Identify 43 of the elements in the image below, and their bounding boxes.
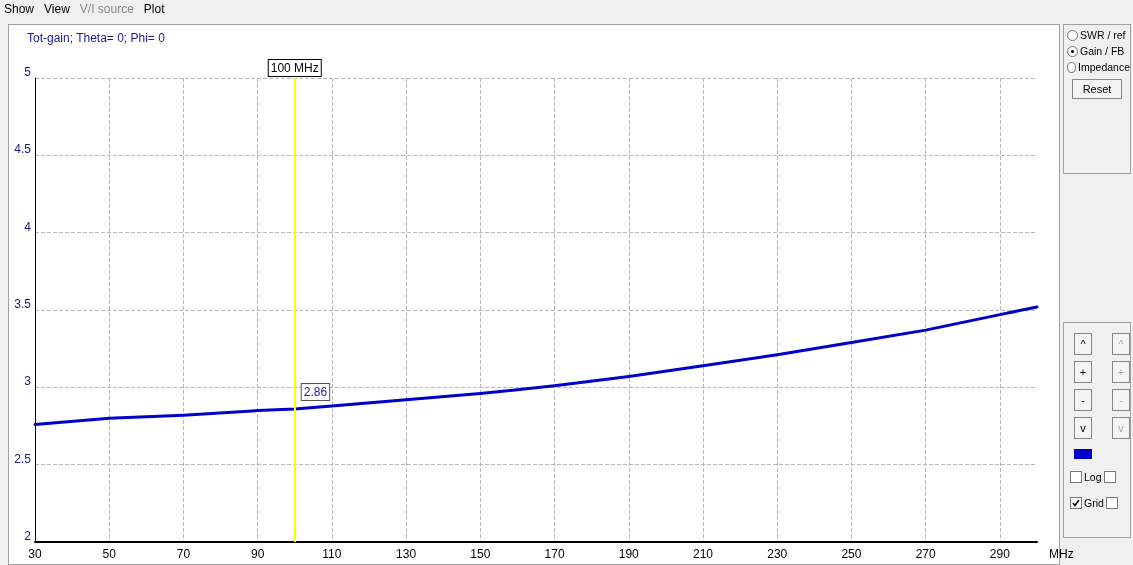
x-axis-title: MHz — [1049, 547, 1074, 561]
y-tick-label: 3 — [24, 374, 32, 389]
y-tick-label: 4.5 — [14, 142, 32, 157]
x-tick-label: 50 — [102, 547, 117, 561]
radio-option: Gain / FB — [1067, 45, 1130, 57]
step-button: + — [1112, 361, 1130, 383]
x-tick-label: 190 — [618, 547, 640, 561]
x-tick-label: 130 — [396, 547, 417, 561]
menu-item: View — [44, 2, 70, 16]
x-tick-label: 150 — [470, 547, 491, 561]
step-button: v — [1074, 417, 1092, 439]
x-tick-label: 30 — [28, 547, 42, 561]
reset-button: Reset — [1072, 79, 1122, 99]
y-tick-label: 4 — [24, 219, 32, 234]
checkbox-option: Grid — [1070, 497, 1118, 509]
y-tick-label: 3.5 — [14, 297, 32, 311]
x-tick-label: 90 — [250, 547, 265, 561]
x-tick-label: 270 — [915, 547, 936, 561]
x-tick-label: 170 — [544, 547, 565, 561]
step-button: + — [1074, 361, 1092, 383]
radio-option: SWR / ref — [1067, 29, 1130, 41]
radio-option: Impedance — [1067, 61, 1130, 73]
annotation: 2.86 — [303, 384, 328, 399]
menu-item: Plot — [143, 2, 165, 16]
x-tick-label: 230 — [767, 547, 788, 561]
step-button: - — [1112, 389, 1130, 411]
y-tick-label: 5 — [24, 65, 32, 79]
step-button: ^ — [1112, 333, 1130, 355]
x-tick-label: 70 — [176, 547, 191, 561]
x-tick-label: 250 — [841, 547, 862, 561]
step-button: v — [1112, 417, 1130, 439]
step-button: - — [1074, 389, 1092, 411]
menu-item: Show — [4, 2, 35, 16]
y-tick-label: 2.5 — [14, 451, 32, 466]
ref-line-label: 100 MHz — [270, 61, 319, 75]
checkbox-option: Log — [1070, 471, 1116, 483]
y-tick-label: 2 — [24, 529, 32, 543]
x-tick-label: 210 — [692, 547, 714, 561]
step-button: ^ — [1074, 333, 1092, 355]
menu-item: V/I source — [79, 2, 134, 16]
x-tick-label: 290 — [989, 547, 1011, 561]
chart-title: Tot-gain; Theta= 0; Phi= 0 — [27, 31, 166, 45]
x-tick-label: 110 — [322, 547, 342, 561]
